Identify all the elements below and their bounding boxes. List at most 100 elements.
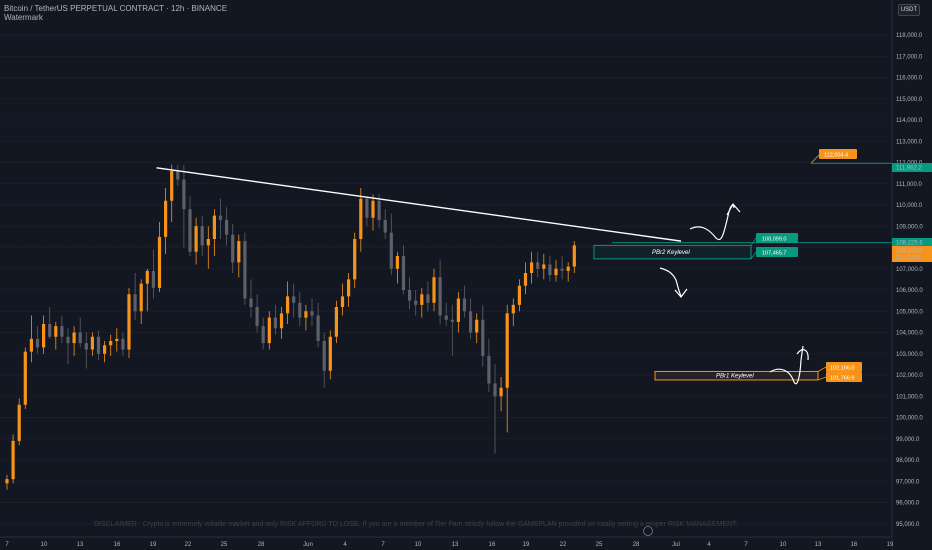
candle-body xyxy=(310,311,314,316)
candle-body xyxy=(475,319,479,333)
pbr1-bottom-value: 101,766.9 xyxy=(830,376,854,382)
candle-body xyxy=(438,277,442,316)
time-tick-label: 25 xyxy=(596,542,603,548)
time-tick-label: 13 xyxy=(815,542,822,548)
time-tick-label: 19 xyxy=(523,542,530,548)
candle-body xyxy=(11,440,15,480)
candle-body xyxy=(121,338,125,350)
candle-body xyxy=(328,336,332,371)
candle-body xyxy=(347,279,351,297)
time-tick-label: 7 xyxy=(5,542,9,548)
candle-body xyxy=(72,332,76,344)
candle-body xyxy=(145,270,149,284)
time-tick-label: Jul xyxy=(672,542,680,548)
candle-body xyxy=(273,317,277,329)
candle-body xyxy=(42,324,46,348)
current-price-tag xyxy=(892,246,932,262)
price-tick-label: 117,000.0 xyxy=(896,54,923,60)
pbr2-top-tag xyxy=(756,233,798,243)
price-axis-bg xyxy=(892,0,932,550)
target-value: 112,004.4 xyxy=(824,153,848,159)
candle-body xyxy=(359,198,363,239)
price-axis[interactable]: 95,000.0 96,000.0 97,000.0 98,000.0 99,000.0… xyxy=(891,0,932,550)
candle-body xyxy=(481,319,485,356)
up-arrow-scribble xyxy=(689,202,741,241)
price-tick-label: 116,000.0 xyxy=(896,76,923,82)
candle-body xyxy=(182,179,186,210)
candle-body xyxy=(48,324,52,337)
candle-body xyxy=(322,341,326,371)
price-tick-label: 105,000.0 xyxy=(896,309,923,315)
axis-teal-tag xyxy=(892,163,932,172)
pbr2-label: PBr2 Keylevel xyxy=(652,250,690,256)
pbr1-connector xyxy=(817,376,827,381)
pbr2-bottom-tag xyxy=(756,247,798,257)
candle-body xyxy=(523,273,528,286)
pbr2-connector xyxy=(750,237,757,246)
time-tick-label: 19 xyxy=(887,542,894,548)
time-tick-label: 25 xyxy=(221,542,228,548)
time-tick-label: 13 xyxy=(452,542,459,548)
candle-body xyxy=(23,351,27,405)
time-tick-label: 4 xyxy=(707,542,711,548)
candle-body xyxy=(420,294,424,305)
candle-body xyxy=(340,296,345,307)
time-tick-label: 7 xyxy=(744,542,748,548)
candle-body xyxy=(35,338,40,348)
candle-body xyxy=(560,268,564,271)
time-axis[interactable]: 7 10 13 16 19 22 25 28 Jun 4 7 10 13 16 19 22 25 28 Jul 4 7 1… xyxy=(0,536,894,550)
current-price-value: 108,100.0 xyxy=(896,249,923,255)
price-tick-label: 113,000.0 xyxy=(896,139,923,145)
replay-icon xyxy=(643,526,653,536)
candle-body xyxy=(572,245,576,267)
target-tag xyxy=(819,149,857,159)
candle-body xyxy=(316,315,320,341)
time-tick-label: 22 xyxy=(560,542,567,548)
time-tick-label: 7 xyxy=(381,542,385,548)
disclaimer-text: DISCLAIMER : Crypto is extremely volatil… xyxy=(94,521,738,528)
time-tick-label: 10 xyxy=(415,542,422,548)
price-tick-label: 98,000.0 xyxy=(896,458,920,464)
candle-body xyxy=(261,326,265,344)
pbr1-connector xyxy=(817,366,827,372)
candle-body xyxy=(414,300,418,305)
candle-body xyxy=(365,198,369,218)
time-tick-label: 22 xyxy=(185,542,192,548)
price-tick-label: 107,000.0 xyxy=(896,267,923,273)
candle-body xyxy=(450,319,454,322)
pbr2-connector xyxy=(750,251,757,260)
currency-button[interactable]: USDT xyxy=(898,4,920,16)
candle-body xyxy=(432,277,436,303)
candle-body xyxy=(225,219,229,235)
candle-body xyxy=(103,345,107,354)
watermark-label: Watermark xyxy=(4,13,43,22)
down-arrow-scribble xyxy=(659,267,688,298)
candle-body xyxy=(29,338,33,352)
candle-body xyxy=(157,236,162,288)
candle-body xyxy=(188,209,192,252)
candle-body xyxy=(90,336,94,350)
price-tick-label: 103,000.0 xyxy=(896,352,923,358)
price-tick-label: 102,000.0 xyxy=(896,373,923,379)
candle-body xyxy=(115,338,119,341)
price-tick-label: 99,000.0 xyxy=(896,437,920,443)
candle-body xyxy=(17,404,21,441)
time-tick-label: 28 xyxy=(633,542,640,548)
candle-body xyxy=(383,219,387,233)
candle-body xyxy=(78,332,82,344)
time-tick-label: 19 xyxy=(150,542,157,548)
candle-body xyxy=(243,241,247,299)
candle-body xyxy=(554,268,558,276)
candle-body xyxy=(298,302,302,318)
candle-body xyxy=(334,307,338,337)
axis-teal-value: 111,962.2 xyxy=(896,166,922,172)
candle-body xyxy=(206,239,210,246)
candle-body xyxy=(54,326,58,337)
candle-body xyxy=(249,298,253,307)
candle-body xyxy=(255,307,259,327)
price-tick-label: 109,000.0 xyxy=(896,224,923,230)
price-tick-label: 110,000.0 xyxy=(896,203,923,209)
price-tick-label: 106,000.0 xyxy=(896,288,923,294)
candle-body xyxy=(194,226,198,252)
